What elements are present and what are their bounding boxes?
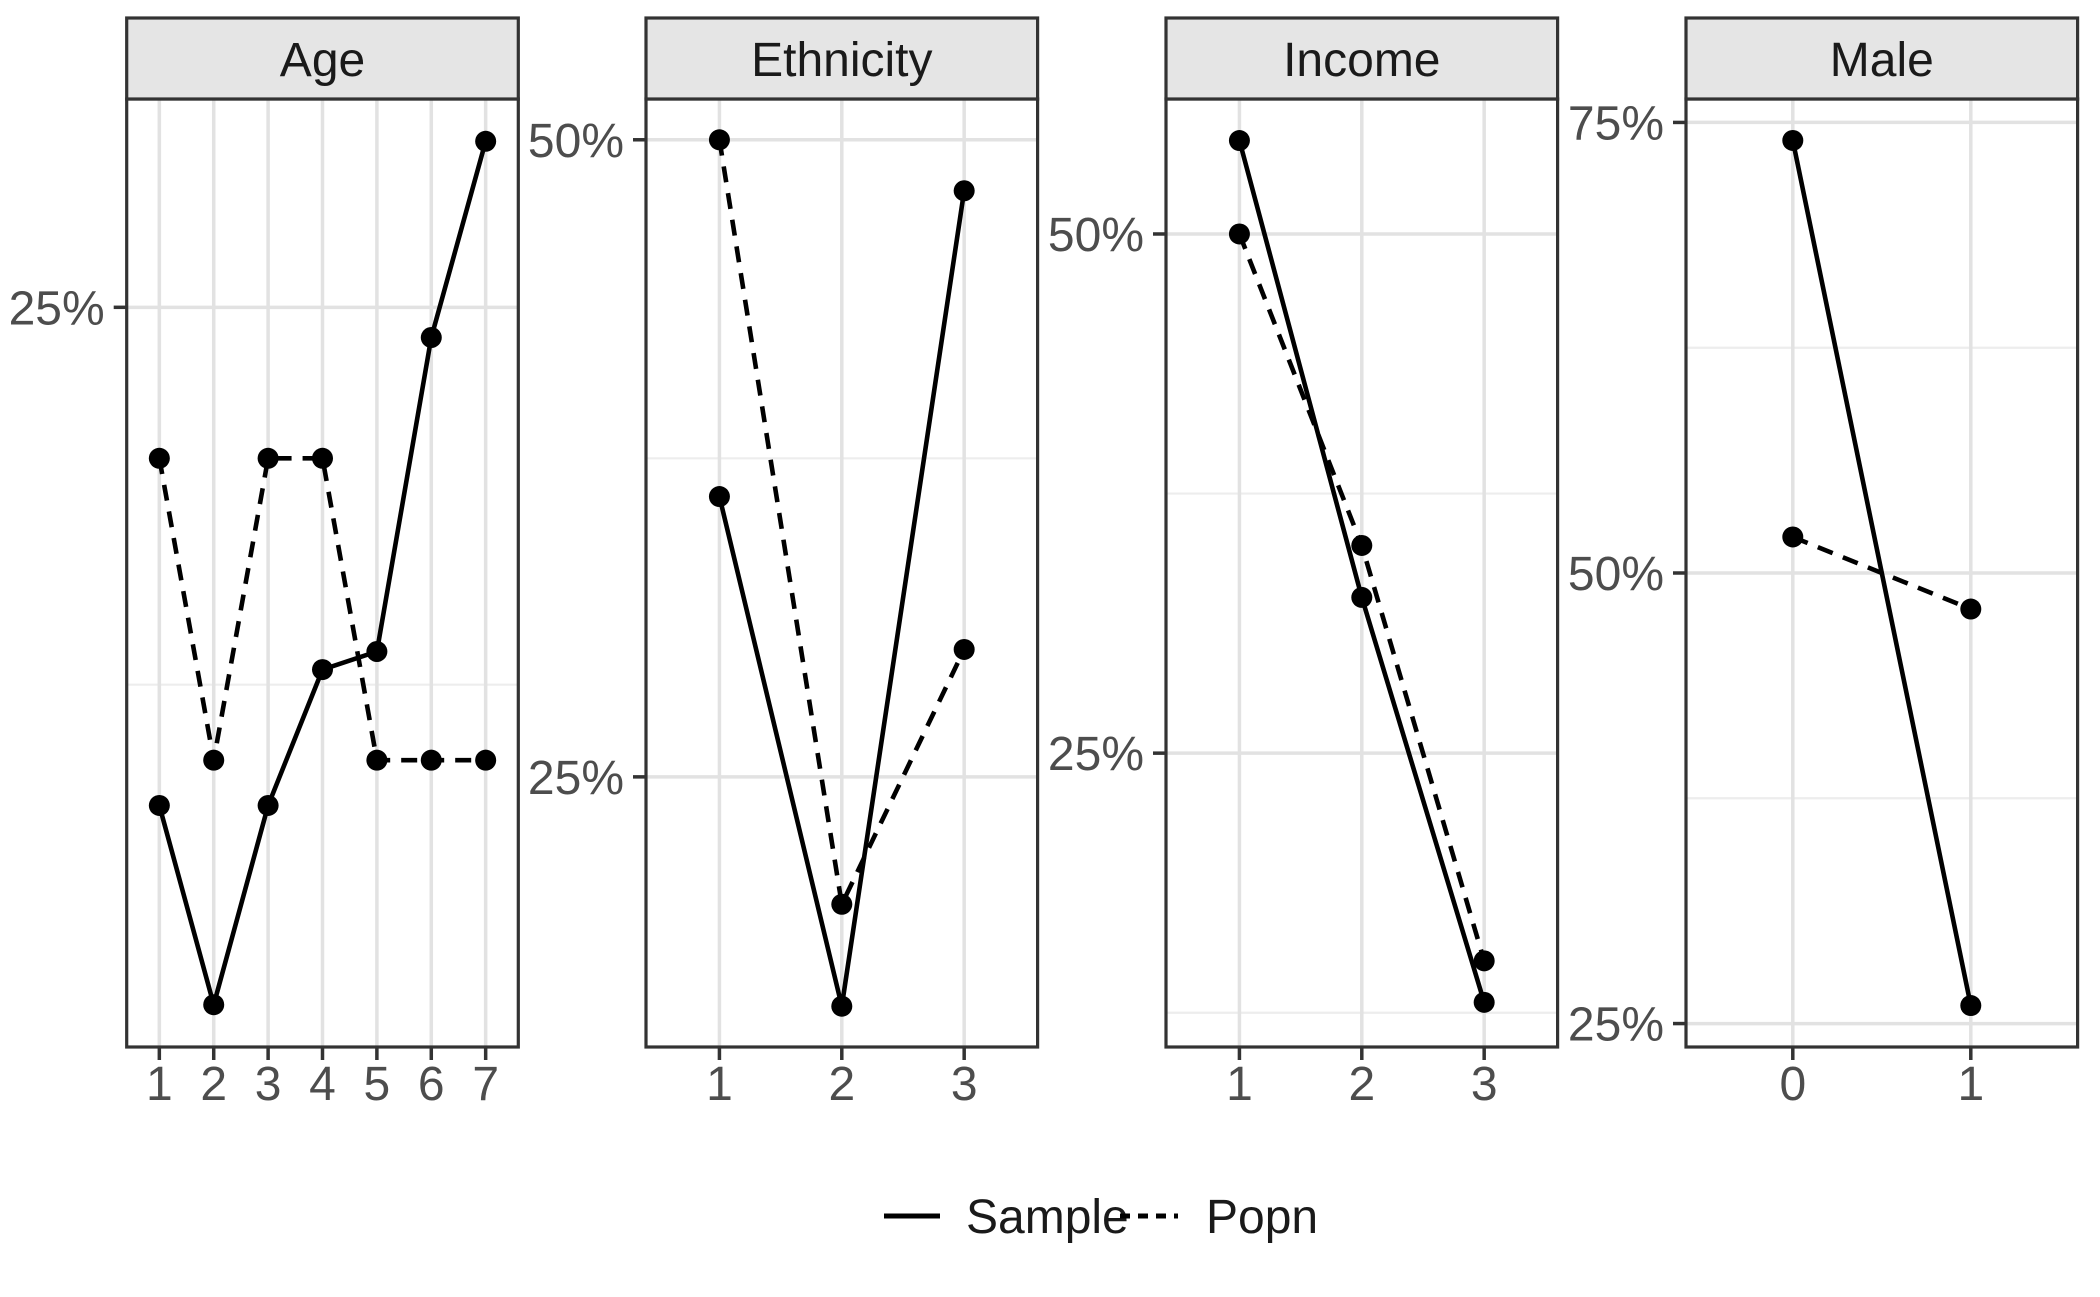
y-tick-label: 75% (1568, 97, 1664, 150)
data-point-popn-age-4 (312, 447, 333, 469)
x-tick-label: 2 (200, 1058, 227, 1111)
x-tick-label: 6 (418, 1058, 445, 1111)
facet-strip (1164, 16, 1560, 101)
x-tick-label: 3 (951, 1058, 978, 1111)
data-point-popn-income-2 (1351, 534, 1373, 556)
data-point-popn-ethnicity-1 (708, 129, 730, 151)
data-point-sample-age-3 (257, 794, 279, 816)
y-tick-label: 25% (1048, 728, 1144, 781)
x-tick-label: 2 (1348, 1058, 1375, 1111)
y-tick-label: 25% (9, 282, 105, 335)
data-line-popn-male (1791, 534, 1972, 612)
data-point-popn-age-6 (420, 749, 442, 771)
y-tick-label: 25% (528, 752, 624, 805)
data-point-sample-ethnicity-3 (953, 180, 975, 202)
data-point-popn-male-1 (1960, 598, 1982, 620)
y-tick-label: 50% (528, 115, 624, 168)
facet-strip-title-ethnicity: Ethnicity (751, 34, 932, 87)
x-tick-label: 5 (364, 1058, 391, 1111)
x-tick-label: 1 (1226, 1058, 1253, 1111)
data-point-sample-age-5 (366, 640, 388, 662)
data-point-popn-age-1 (148, 447, 170, 469)
data-point-popn-age-7 (475, 749, 497, 771)
data-point-sample-income-1 (1228, 130, 1250, 152)
data-point-popn-income-3 (1473, 950, 1495, 972)
data-line-popn-ethnicity (717, 139, 967, 912)
x-tick-label: 3 (1471, 1058, 1498, 1111)
data-point-popn-ethnicity-2 (831, 893, 853, 915)
facet-strip (644, 16, 1040, 101)
legend-label-sample: Sample (966, 1191, 1129, 1244)
x-tick-label: 7 (472, 1058, 499, 1111)
y-tick-label: 50% (1568, 548, 1664, 601)
facet-strip (125, 16, 520, 101)
data-point-sample-income-2 (1351, 586, 1373, 608)
x-tick-label: 2 (828, 1058, 855, 1111)
data-point-sample-ethnicity-1 (708, 486, 730, 508)
data-point-sample-income-3 (1473, 991, 1495, 1013)
data-point-popn-male-0 (1782, 526, 1804, 548)
legend-label-popn: Popn (1206, 1191, 1318, 1244)
data-point-popn-age-3 (257, 447, 279, 469)
data-point-sample-age-4 (312, 659, 333, 681)
x-tick-label: 0 (1779, 1058, 1806, 1111)
facet-strip (1684, 16, 2080, 101)
facet-strip-title-income: Income (1283, 34, 1440, 87)
x-tick-label: 4 (309, 1058, 336, 1111)
data-point-popn-age-2 (203, 749, 225, 771)
data-point-sample-ethnicity-2 (831, 995, 853, 1017)
data-point-popn-ethnicity-3 (953, 638, 975, 660)
facet-strip-title-age: Age (280, 34, 365, 87)
x-tick-label: 1 (706, 1058, 733, 1111)
data-point-sample-age-6 (420, 327, 442, 349)
x-tick-label: 1 (146, 1058, 173, 1111)
facet-strip-title-male: Male (1830, 34, 1934, 87)
data-point-sample-male-0 (1782, 129, 1804, 151)
x-tick-label: 3 (255, 1058, 282, 1111)
data-point-popn-age-5 (366, 749, 388, 771)
y-tick-label: 50% (1048, 209, 1144, 262)
y-tick-label: 25% (1568, 999, 1664, 1052)
data-point-sample-age-1 (148, 794, 170, 816)
data-point-sample-age-2 (203, 994, 225, 1016)
data-point-popn-income-1 (1228, 223, 1250, 245)
x-tick-label: 1 (1957, 1058, 1984, 1111)
data-point-sample-age-7 (475, 130, 497, 152)
data-point-sample-male-1 (1960, 995, 1982, 1017)
